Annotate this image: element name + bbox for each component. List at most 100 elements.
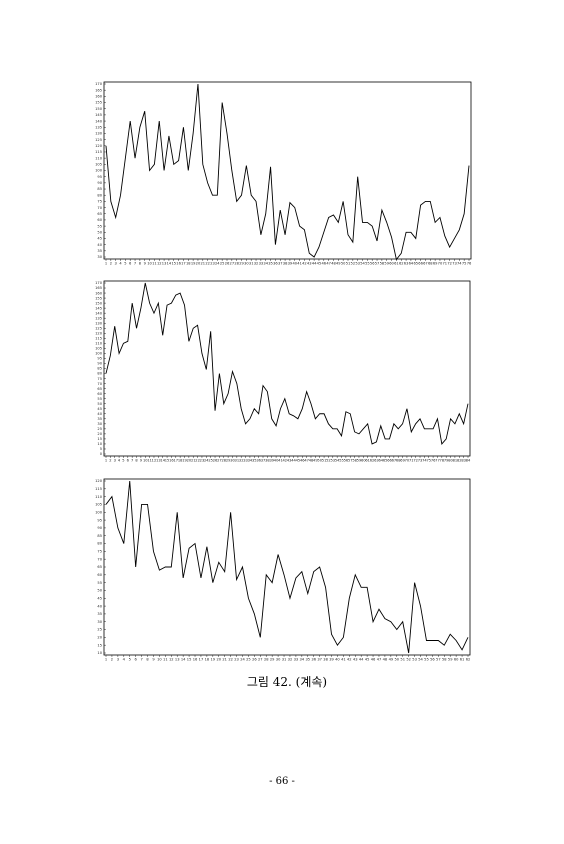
x-tick-label: 37 [261, 459, 266, 463]
y-tick-label: 115 [95, 150, 102, 154]
y-tick-label: 50 [97, 589, 102, 593]
y-tick-label: 110 [95, 342, 103, 346]
x-tick-label: 40 [335, 658, 340, 662]
x-tick-label: 76 [431, 459, 436, 463]
x-tick-label: 59 [448, 658, 453, 662]
y-tick-label: 50 [97, 230, 102, 234]
x-tick-label: 14 [181, 658, 186, 662]
x-tick-label: 38 [265, 459, 270, 463]
x-tick-label: 44 [312, 262, 317, 266]
x-tick-label: 8 [135, 459, 138, 463]
y-tick-label: 30 [97, 422, 102, 426]
x-tick-label: 52 [326, 459, 331, 463]
x-tick-label: 4 [118, 459, 121, 463]
x-tick-label: 35 [252, 459, 257, 463]
x-tick-label: 51 [346, 262, 351, 266]
y-tick-label: 35 [97, 417, 102, 421]
x-tick-label: 9 [140, 459, 143, 463]
x-tick-label: 45 [296, 459, 301, 463]
x-tick-label: 6 [129, 262, 132, 266]
y-tick-label: 105 [95, 347, 102, 351]
x-tick-label: 31 [282, 658, 287, 662]
y-tick-label: 150 [95, 107, 103, 111]
x-tick-label: 1 [105, 459, 107, 463]
x-tick-label: 26 [213, 459, 218, 463]
x-tick-label: 36 [256, 459, 261, 463]
x-tick-label: 57 [375, 262, 380, 266]
y-tick-label: 45 [97, 596, 102, 600]
x-tick-label: 23 [210, 262, 215, 266]
x-tick-label: 67 [423, 262, 428, 266]
y-tick-label: 95 [97, 518, 102, 522]
x-tick-label: 61 [460, 658, 465, 662]
x-tick-label: 21 [201, 262, 206, 266]
x-tick-label: 82 [457, 459, 462, 463]
y-tick-label: 75 [97, 200, 102, 204]
data-line [105, 282, 469, 445]
y-tick-label: 120 [95, 144, 103, 148]
x-tick-label: 53 [412, 658, 417, 662]
y-tick-label: 40 [97, 604, 102, 608]
x-tick-label: 18 [186, 262, 191, 266]
y-tick-label: 120 [95, 479, 103, 483]
x-tick-label: 39 [288, 262, 293, 266]
x-tick-label: 1 [105, 658, 107, 662]
y-tick-label: 10 [97, 442, 102, 446]
x-tick-label: 75 [426, 459, 431, 463]
y-tick-label: 90 [97, 526, 102, 530]
y-tick-label: 25 [97, 427, 102, 431]
x-tick-label: 42 [347, 658, 352, 662]
x-tick-label: 65 [383, 459, 388, 463]
x-tick-label: 28 [234, 262, 239, 266]
data-line [105, 83, 470, 261]
y-tick-label: 85 [97, 367, 102, 371]
x-tick-label: 10 [147, 262, 152, 266]
x-tick-label: 4 [119, 262, 122, 266]
x-tick-label: 17 [173, 459, 178, 463]
x-tick-label: 10 [143, 459, 148, 463]
x-tick-label: 39 [329, 658, 334, 662]
x-tick-label: 78 [440, 459, 445, 463]
x-tick-label: 46 [300, 459, 305, 463]
x-tick-label: 35 [268, 262, 273, 266]
x-tick-label: 5 [122, 459, 124, 463]
x-tick-label: 5 [129, 658, 131, 662]
x-tick-label: 8 [146, 658, 149, 662]
x-tick-label: 77 [435, 459, 440, 463]
x-tick-label: 60 [389, 262, 394, 266]
y-tick-label: 105 [95, 163, 102, 167]
x-tick-label: 7 [131, 459, 133, 463]
y-tick-label: 85 [97, 534, 102, 538]
x-tick-label: 46 [371, 658, 376, 662]
y-tick-label: 105 [95, 503, 102, 507]
x-tick-label: 70 [405, 459, 410, 463]
y-tick-label: 150 [95, 301, 103, 305]
x-tick-label: 30 [230, 459, 235, 463]
y-tick-label: 135 [95, 125, 102, 129]
x-tick-label: 64 [409, 262, 414, 266]
page-number: - 66 - [269, 776, 295, 787]
y-tick-label: 90 [97, 181, 102, 185]
y-tick-label: 130 [95, 321, 103, 325]
x-tick-label: 44 [359, 658, 364, 662]
y-tick-label: 45 [97, 407, 102, 411]
x-tick-label: 29 [239, 262, 244, 266]
x-tick-label: 29 [226, 459, 231, 463]
x-tick-label: 65 [413, 262, 418, 266]
y-tick-label: 135 [95, 316, 102, 320]
x-tick-label: 3 [115, 262, 117, 266]
x-tick-label: 79 [444, 459, 449, 463]
x-tick-label: 37 [317, 658, 322, 662]
x-tick-label: 26 [252, 658, 257, 662]
x-tick-label: 34 [248, 459, 253, 463]
y-tick-label: 65 [97, 212, 102, 216]
x-tick-label: 20 [196, 262, 201, 266]
y-tick-label: 50 [97, 402, 102, 406]
x-tick-label: 57 [436, 658, 441, 662]
y-tick-label: 40 [97, 412, 102, 416]
y-tick-label: 165 [95, 88, 102, 92]
x-tick-label: 69 [433, 262, 438, 266]
x-tick-label: 41 [341, 658, 346, 662]
x-tick-label: 51 [322, 459, 327, 463]
y-tick-label: 170 [95, 281, 103, 285]
